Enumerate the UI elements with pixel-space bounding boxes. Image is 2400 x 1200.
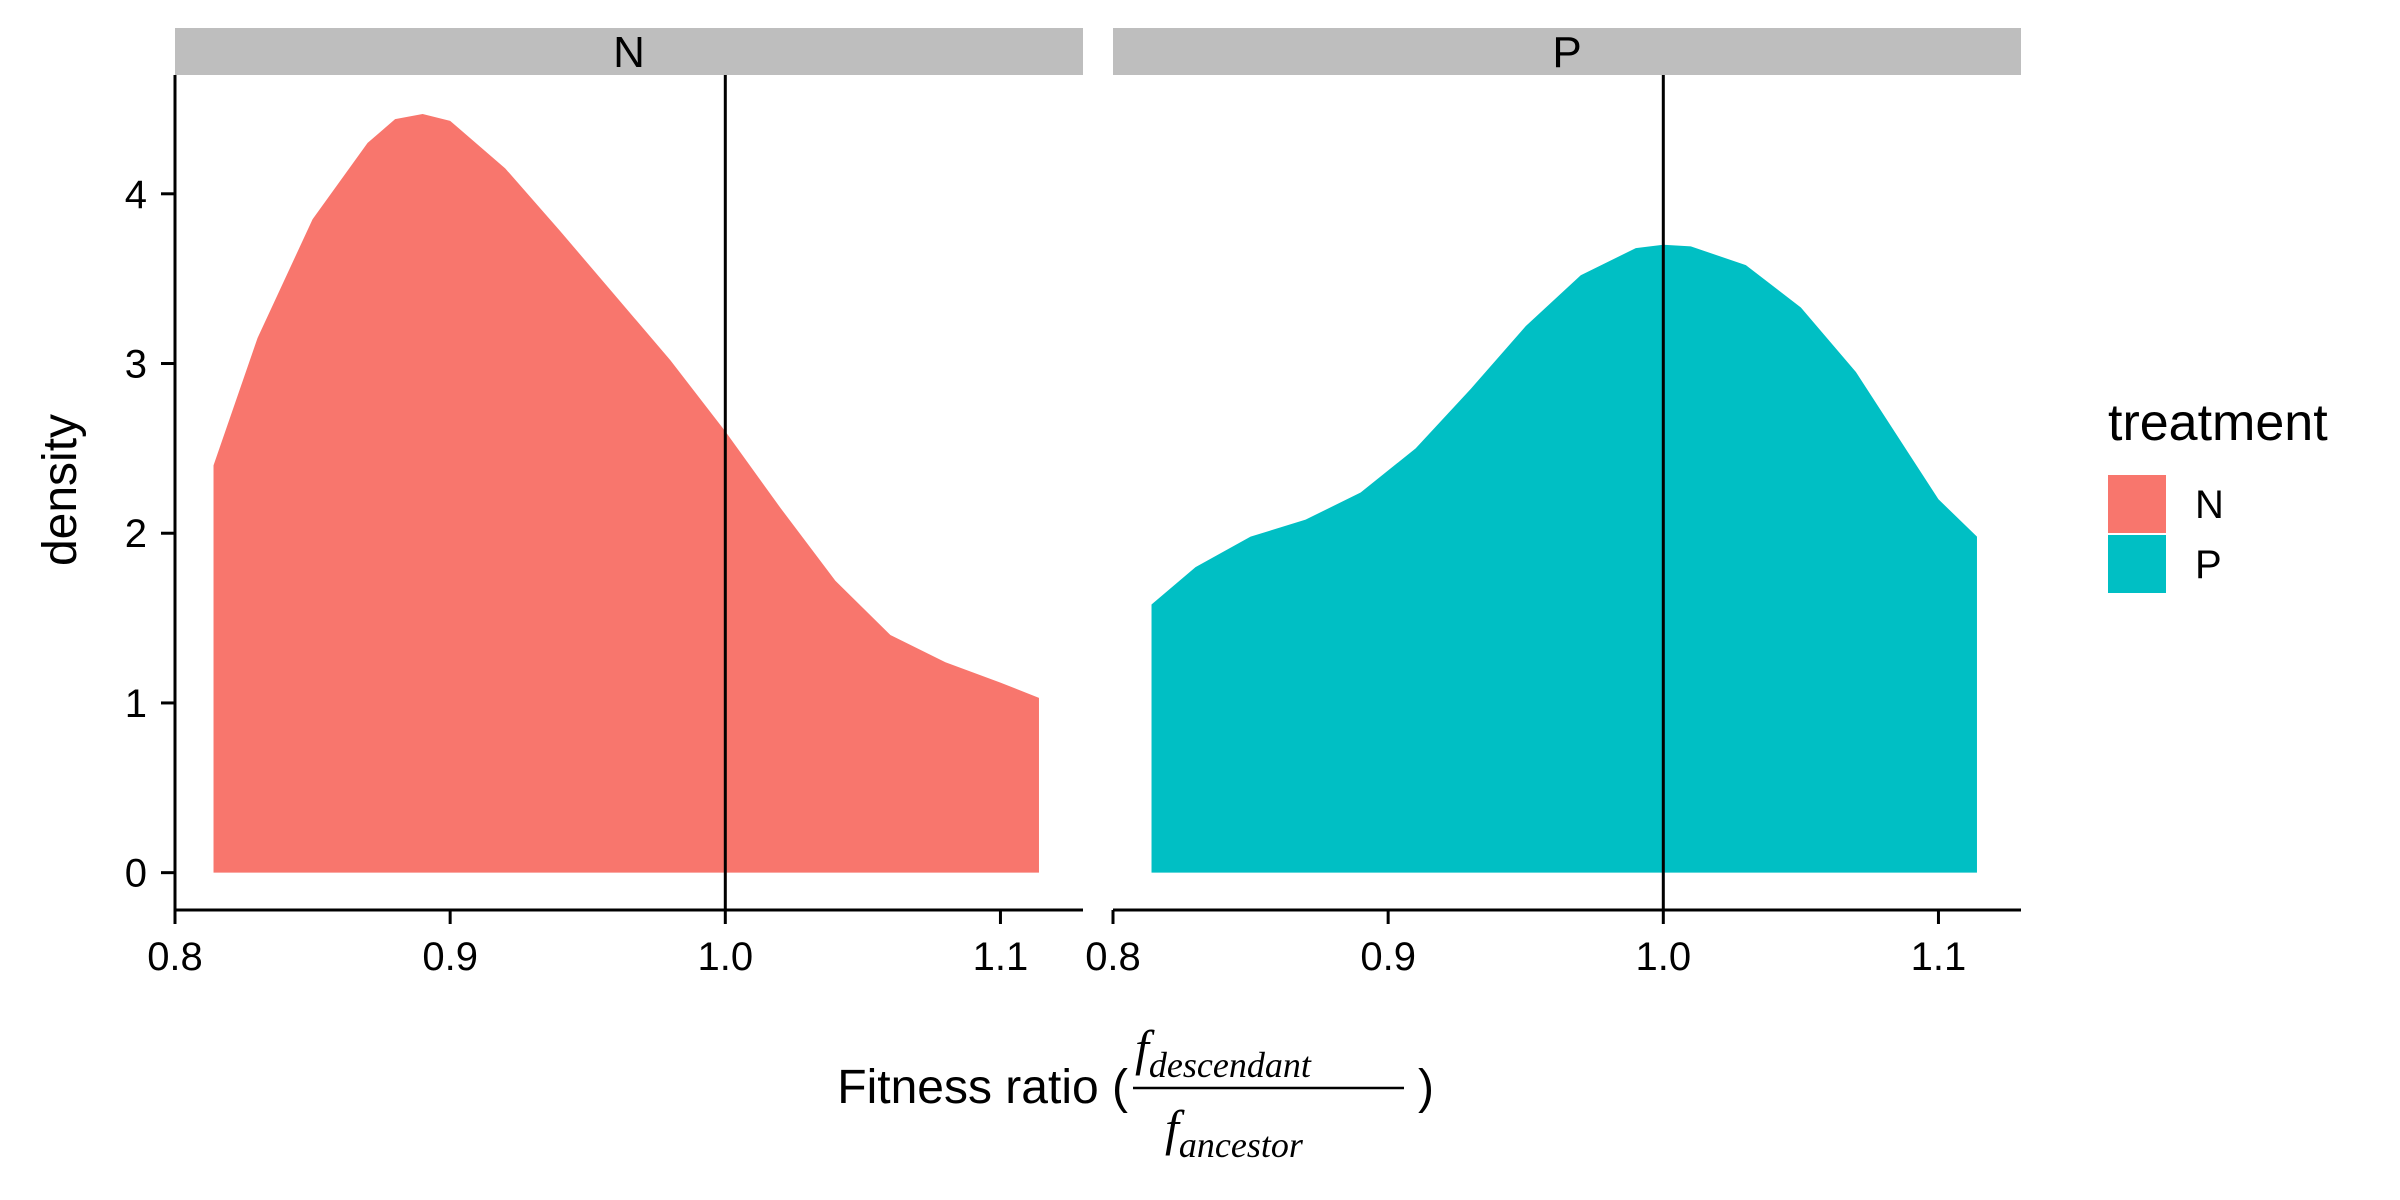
numerator-subscript: descendant (1149, 1045, 1312, 1085)
facet-strip-label: N (613, 28, 645, 77)
y-axis-title: density (34, 414, 87, 566)
legend-label: N (2195, 483, 2224, 527)
facet-strip-label: P (1552, 28, 1581, 77)
legend-item-n: N (2108, 475, 2224, 533)
x-axis-title-suffix: ) (1418, 1061, 1434, 1114)
legend-title: treatment (2108, 394, 2328, 452)
facet-strip (1113, 28, 2021, 75)
y-tick-label: 4 (125, 173, 147, 217)
x-tick-label: 1.0 (1635, 935, 1691, 979)
y-tick-label: 2 (125, 512, 147, 556)
x-axis-title-fraction: fdescendant fancestor (1133, 1020, 1404, 1165)
y-tick-label: 1 (125, 682, 147, 726)
x-tick-label: 1.1 (1911, 935, 1967, 979)
facet-panel-n: N 0.8 0.9 1.0 1.1 (147, 28, 1083, 979)
legend-label: P (2195, 543, 2222, 587)
y-tick-label: 3 (125, 343, 147, 387)
x-tick-label: 1.1 (973, 935, 1029, 979)
x-tick-label: 0.8 (147, 935, 203, 979)
x-tick-label: 0.8 (1085, 935, 1141, 979)
x-axis-title: Fitness ratio ( fdescendant fancestor ) (837, 1020, 1434, 1165)
facet-strip (175, 28, 1083, 75)
legend-item-p: P (2108, 535, 2222, 593)
x-tick-label: 0.9 (1360, 935, 1416, 979)
x-tick-label: 0.9 (422, 935, 478, 979)
legend-swatch (2108, 475, 2166, 533)
x-axis-title-prefix: Fitness ratio ( (837, 1061, 1128, 1114)
legend: treatment NP (2108, 394, 2328, 593)
legend-swatch (2108, 535, 2166, 593)
x-tick-label: 1.0 (697, 935, 753, 979)
fraction-denominator: fancestor (1165, 1100, 1304, 1165)
fraction-numerator: fdescendant (1135, 1020, 1312, 1085)
facet-panels: N 0.8 0.9 1.0 1.1 P 0.8 0.9 1.0 1.1 (147, 28, 2021, 979)
y-tick-label: 0 (125, 852, 147, 896)
legend-items: NP (2108, 475, 2224, 593)
density-area-n (213, 114, 1039, 873)
denominator-subscript: ancestor (1179, 1125, 1304, 1165)
facet-panel-p: P 0.8 0.9 1.0 1.1 (1085, 28, 2021, 979)
y-axis: 0 1 2 3 4 (125, 75, 177, 910)
density-area-p (1151, 244, 1977, 873)
